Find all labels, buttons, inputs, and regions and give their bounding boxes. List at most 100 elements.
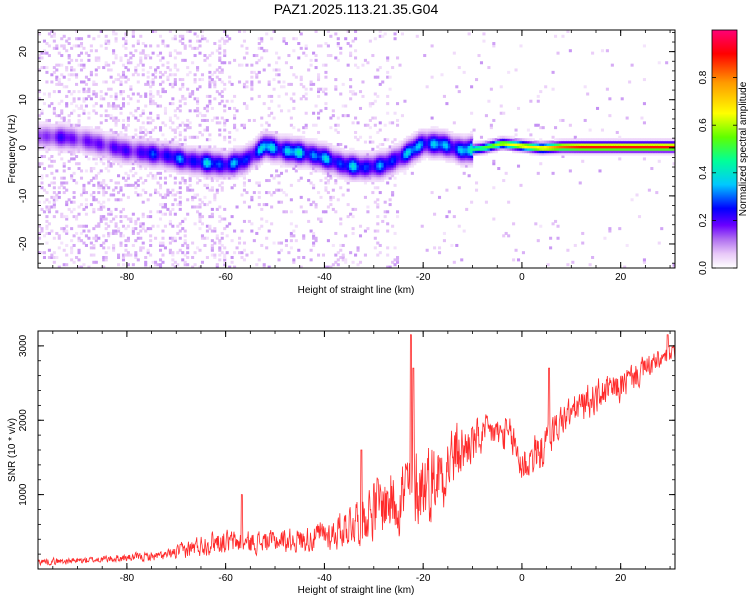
spectrogram-cell	[82, 145, 86, 149]
spectrogram-cell	[168, 219, 172, 223]
spectrogram-cell	[171, 85, 175, 89]
spectrogram-cell	[99, 183, 103, 187]
spectrogram-cell	[317, 142, 321, 146]
spectrogram-cell	[275, 140, 279, 144]
spectrogram-cell	[79, 138, 84, 142]
spectrogram-cell	[457, 162, 461, 166]
spectrogram-cell	[92, 133, 96, 137]
spectrogram-cell	[319, 140, 323, 144]
spectrogram-cell	[317, 150, 321, 154]
spectrogram-cell	[163, 152, 167, 156]
spectrogram-cell	[252, 164, 256, 168]
spectrogram-cell	[121, 234, 126, 238]
spectrogram-cell	[396, 157, 400, 161]
spectrogram-cell	[65, 128, 69, 132]
spectrogram-cell	[563, 140, 567, 144]
spectrogram-cell	[371, 150, 375, 154]
spectrogram-cell	[319, 195, 323, 199]
spectrogram-cell	[178, 200, 182, 204]
spectrogram-cell	[119, 150, 123, 154]
spectrogram-cell	[215, 169, 219, 173]
spectrogram-cell	[109, 68, 113, 72]
spectrogram-cell	[57, 80, 61, 84]
spectrogram-cell	[413, 145, 417, 149]
spectrogram-cell	[403, 157, 407, 161]
spectrogram-cell	[215, 236, 219, 240]
spectrogram-cell	[136, 118, 140, 122]
spectrogram-cell	[630, 198, 634, 202]
spectrogram-cell	[102, 152, 106, 156]
spectrogram-cell	[652, 138, 656, 142]
spectrogram-cell	[146, 164, 150, 168]
spectrogram-cell	[388, 171, 392, 175]
spectrogram-cell	[304, 155, 308, 159]
spectrogram-cell	[492, 145, 496, 149]
spectrogram-cell	[445, 157, 449, 161]
spectrogram-cell	[163, 140, 167, 144]
spectrogram-cell	[131, 54, 135, 58]
spectrogram-cell	[84, 142, 88, 146]
spectrogram-cell	[139, 61, 143, 65]
spectrogram-cell	[605, 150, 609, 154]
spectrogram-cell	[581, 140, 585, 144]
spectrogram-cell	[326, 265, 330, 268]
spectrogram-cell	[356, 121, 360, 125]
spectrogram-cell	[255, 61, 259, 65]
spectrogram-cell	[526, 128, 530, 132]
spectrogram-cell	[225, 34, 229, 38]
spectrogram-cell	[188, 169, 192, 173]
spectrogram-cell	[356, 66, 360, 70]
spectrogram-cell	[112, 229, 116, 233]
spectrogram-cell	[42, 210, 47, 214]
spectrogram-cell	[581, 138, 585, 142]
spectrogram-cell	[92, 167, 96, 171]
spectrogram-cell	[502, 135, 506, 139]
spectrogram-cell	[136, 42, 140, 46]
spectrogram-cell	[440, 145, 444, 149]
spectrogram-cell	[225, 39, 229, 43]
spectrogram-cell	[178, 109, 182, 113]
spectrogram-cell	[200, 152, 205, 156]
spectrogram-cell	[499, 147, 503, 151]
spectrogram-cell	[121, 224, 126, 228]
spectrogram-cell	[230, 162, 234, 166]
spectrogram-cell	[107, 135, 111, 139]
spectrogram-cell	[287, 164, 291, 168]
spectrogram-cell	[117, 104, 121, 108]
spectrogram-cell	[633, 145, 637, 149]
spectrogram-cell	[121, 150, 126, 154]
spectrogram-cell	[509, 135, 513, 139]
spectrogram-cell	[144, 265, 148, 268]
spectrogram-cell	[215, 188, 219, 192]
spectrogram-cell	[260, 142, 264, 146]
spectrogram-cell	[178, 195, 182, 199]
spectrogram-cell	[52, 123, 56, 127]
spectrogram-cell	[198, 157, 202, 161]
spectrogram-cell	[114, 121, 118, 125]
spectrogram-cell	[97, 58, 101, 62]
spectrogram-cell	[670, 142, 674, 146]
spectrogram-cell	[136, 138, 140, 142]
spectrogram-cell	[309, 80, 313, 84]
spectrogram-cell	[134, 150, 138, 154]
spectrogram-cell	[94, 133, 98, 137]
spectrogram-cell	[302, 167, 306, 171]
spectrogram-cell	[386, 162, 390, 166]
spectrogram-cell	[139, 159, 143, 163]
spectrogram-cell	[107, 169, 111, 173]
spectrogram-cell	[321, 145, 325, 149]
spectrogram-cell	[457, 133, 461, 137]
spectrogram-cell	[178, 222, 182, 226]
spectrogram-cell	[275, 188, 279, 192]
spectrogram-cell	[107, 212, 111, 216]
spectrogram-cell	[262, 152, 266, 156]
spectrogram-cell	[314, 169, 318, 173]
spectrogram-cell	[349, 78, 353, 82]
spectrogram-cell	[242, 145, 246, 149]
spectrogram-cell	[225, 167, 229, 171]
spectrogram-cell	[188, 39, 192, 43]
spectrogram-cell	[84, 128, 88, 132]
spectrogram-cell	[178, 34, 182, 38]
spectrogram-cell	[235, 162, 239, 166]
